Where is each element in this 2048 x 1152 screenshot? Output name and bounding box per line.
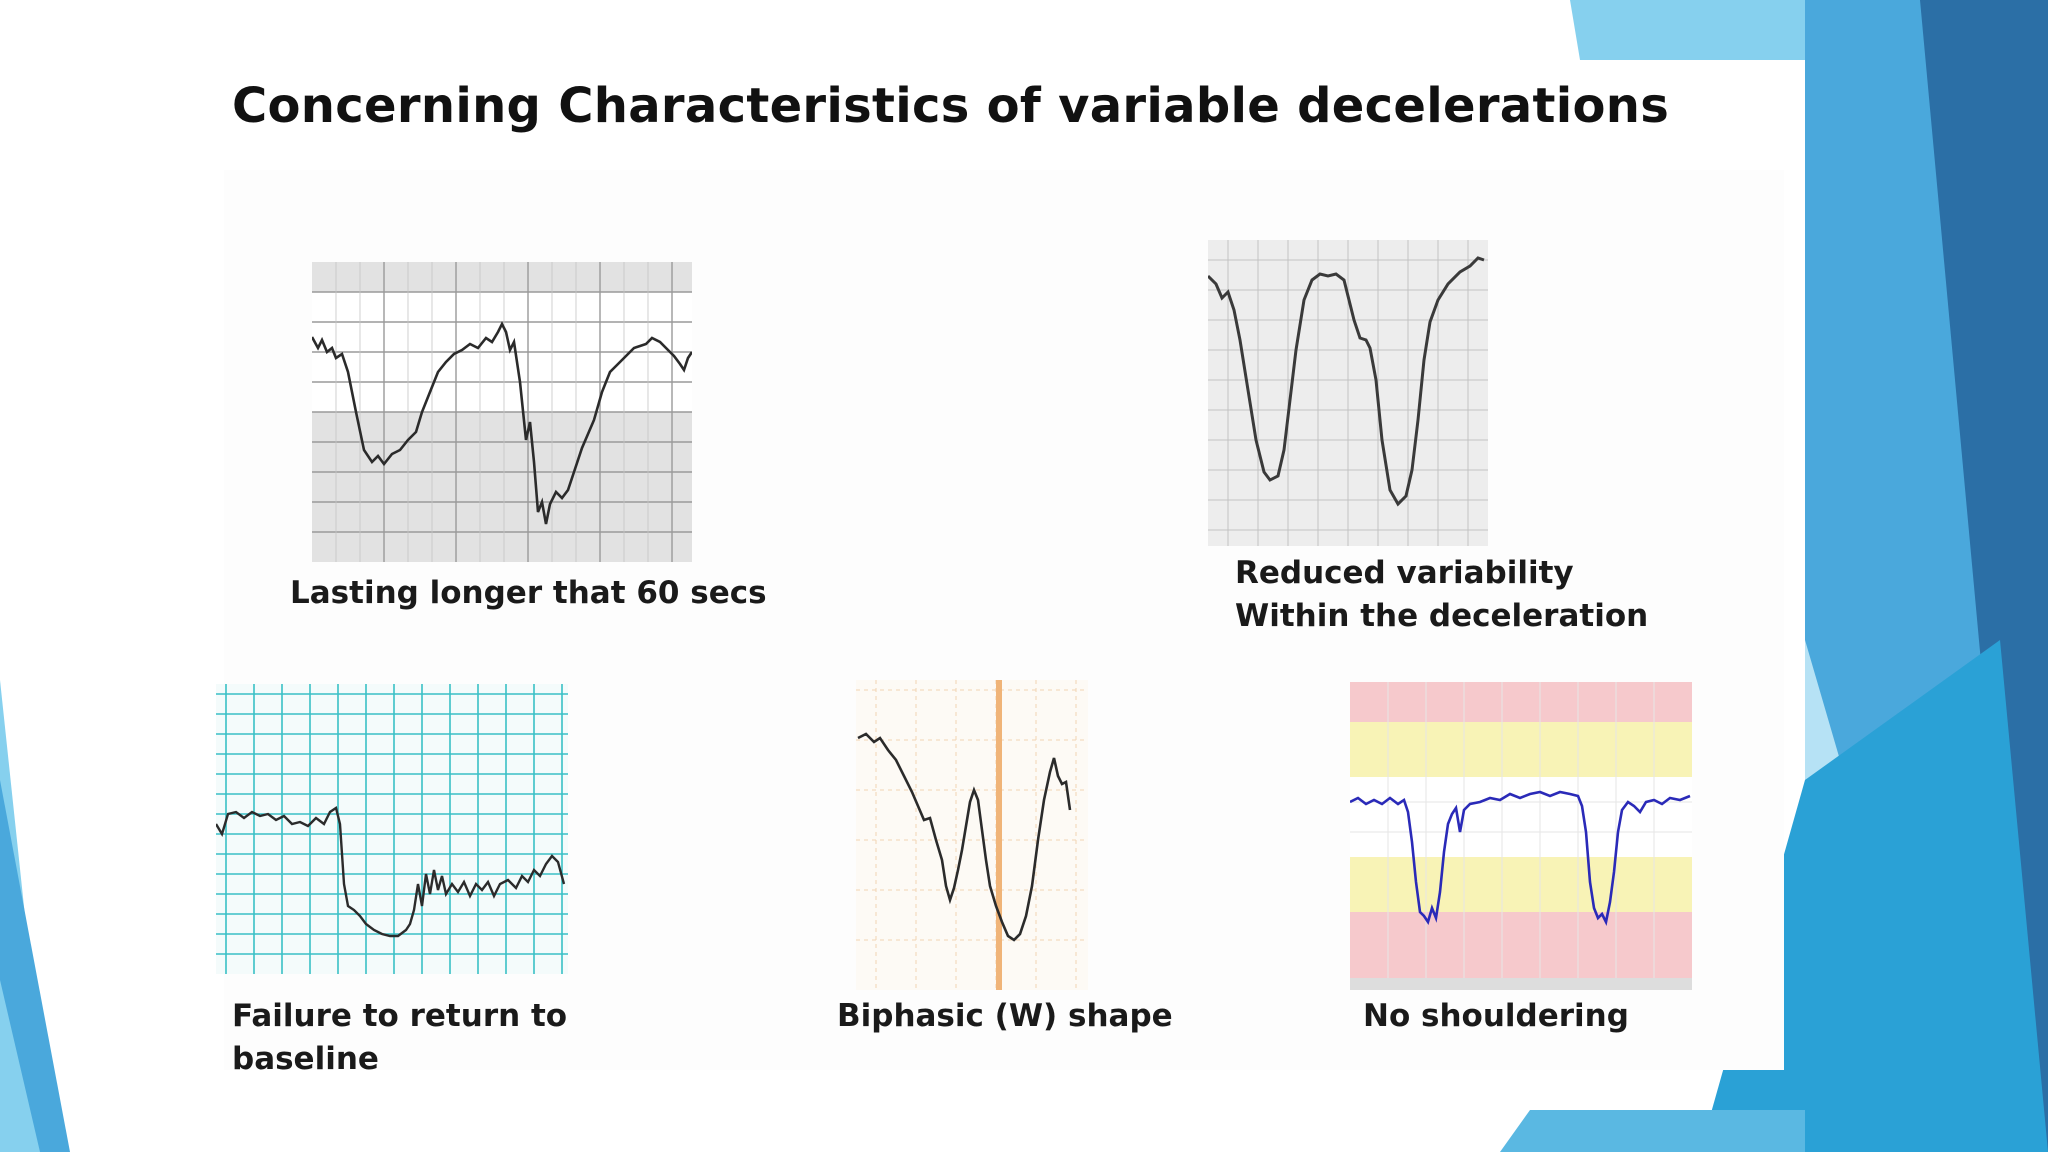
caption-failure-to-return-line1: Failure to return to (232, 998, 568, 1034)
caption-failure-to-return-line2: baseline (232, 1041, 379, 1077)
slide-title: Concerning Characteristics of variable d… (232, 78, 1670, 134)
heart-rate-line (1350, 790, 1691, 926)
caption-no-shouldering: No shouldering (1363, 998, 1629, 1034)
accent-shape-left-2 (0, 780, 70, 1152)
ctg-trace-biphasic (856, 680, 1088, 990)
heart-rate-line (216, 806, 566, 938)
heart-rate-line (312, 321, 692, 525)
ctg-trace-failure-to-return (216, 684, 568, 974)
caption-reduced-variability-line2: Within the deceleration (1235, 598, 1649, 634)
ctg-trace-no-shouldering (1350, 682, 1692, 990)
accent-shape-bottom-right-2 (1500, 1110, 1805, 1152)
accent-shape-bottom-right (1700, 640, 2048, 1152)
accent-shape-right-light (1805, 640, 1840, 780)
ctg-trace-prolonged (312, 262, 692, 562)
caption-prolonged: Lasting longer that 60 secs (290, 575, 767, 611)
heart-rate-line (857, 732, 1072, 942)
caption-reduced-variability-line1: Reduced variability (1235, 555, 1574, 591)
heart-rate-line (1208, 256, 1485, 507)
caption-biphasic: Biphasic (W) shape (837, 998, 1173, 1034)
accent-shape-right-mid (1805, 0, 1990, 780)
ctg-trace-reduced-variability (1208, 240, 1488, 546)
